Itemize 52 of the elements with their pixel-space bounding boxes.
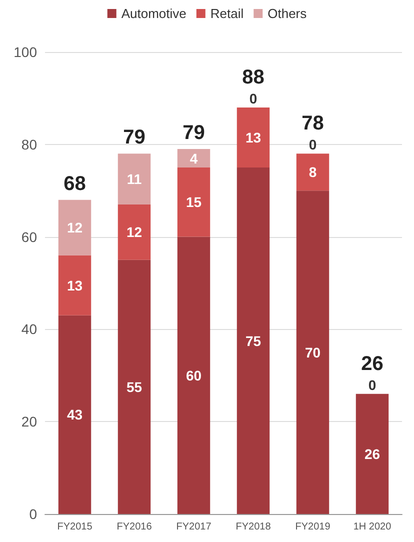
bar xyxy=(58,255,92,316)
bar xyxy=(236,168,270,514)
total-label: 88 xyxy=(242,66,264,88)
data-label: 4 xyxy=(190,150,198,166)
bar xyxy=(177,236,210,514)
bar xyxy=(177,168,210,237)
legend-label: Others xyxy=(268,6,308,21)
x-tick-label: FY2015 xyxy=(57,522,93,532)
y-tick-label: 60 xyxy=(21,228,38,245)
x-tick-label: FY2016 xyxy=(116,522,152,532)
bar xyxy=(118,154,151,204)
bar xyxy=(118,260,151,514)
total-label: 68 xyxy=(64,172,86,195)
data-label: 70 xyxy=(304,344,321,360)
bar xyxy=(58,200,92,256)
bar xyxy=(296,190,330,514)
y-tick-label: 40 xyxy=(21,321,38,338)
data-label: 13 xyxy=(245,129,262,146)
y-tick-label: 0 xyxy=(29,506,38,522)
data-label: 12 xyxy=(126,224,142,240)
bar xyxy=(236,107,270,168)
x-tick-label: FY2018 xyxy=(236,522,272,532)
data-label: 15 xyxy=(186,194,202,210)
y-tick-label: 100 xyxy=(14,44,38,60)
x-tick-label: FY2017 xyxy=(176,522,212,532)
total-label: 26 xyxy=(361,352,384,375)
data-label: 12 xyxy=(66,220,83,236)
bar xyxy=(296,154,330,191)
bar xyxy=(118,204,151,260)
data-label: 13 xyxy=(66,277,83,294)
data-label: 0 xyxy=(249,90,258,106)
legend-label: Automotive xyxy=(121,6,186,21)
legend-label: Retail xyxy=(210,6,244,21)
bar xyxy=(356,394,389,514)
total-label: 79 xyxy=(123,126,146,149)
data-label: 0 xyxy=(368,376,376,393)
data-label: 0 xyxy=(308,136,317,153)
data-label: 60 xyxy=(186,367,202,384)
data-label: 11 xyxy=(126,171,142,188)
total-label: 79 xyxy=(182,122,205,144)
total-label: 78 xyxy=(302,112,324,135)
x-tick-label: 1H 2020 xyxy=(353,522,392,532)
y-tick-label: 20 xyxy=(21,414,38,430)
data-label: 26 xyxy=(364,446,380,462)
bar xyxy=(58,315,92,514)
data-label: 8 xyxy=(308,164,317,180)
data-label: 55 xyxy=(126,378,142,395)
y-tick-label: 80 xyxy=(21,136,38,152)
data-label: 75 xyxy=(245,332,262,349)
bar xyxy=(177,149,210,168)
data-label: 43 xyxy=(66,406,83,423)
x-tick-label: FY2019 xyxy=(295,522,331,532)
